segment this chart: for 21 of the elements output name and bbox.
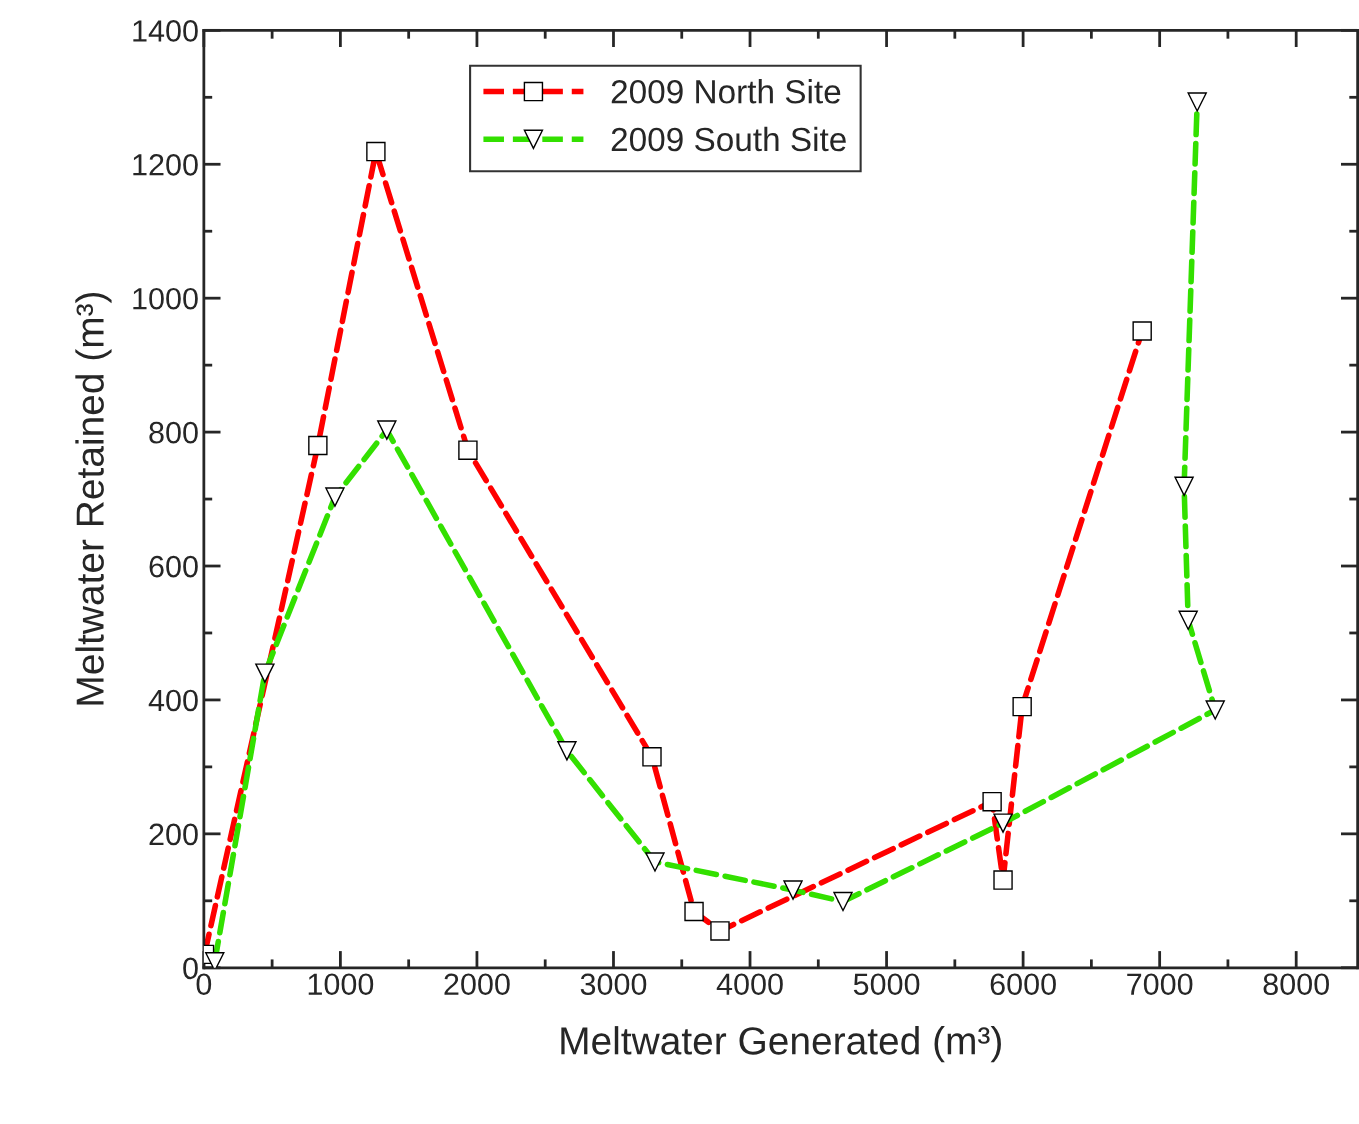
y-tick-label: 200 [149, 823, 198, 846]
y-tick-label: 800 [149, 421, 198, 444]
y-axis-title: Meltwater Retained (m³) [75, 292, 112, 705]
y-tick-label: 1200 [133, 154, 198, 176]
x-tick-label: 8000 [1263, 973, 1329, 996]
y-tick-label: 600 [149, 555, 198, 578]
y-tick-label: 1000 [133, 287, 198, 310]
x-tick-label: 1000 [308, 973, 374, 996]
x-tick-label: 4000 [716, 973, 783, 996]
x-tick-label: 2000 [444, 973, 510, 996]
x-tick-label: 0 [196, 973, 212, 996]
x-tick-label: 6000 [990, 973, 1056, 996]
legend-label: 2009 South Site [611, 126, 846, 152]
y-tick-label: 0 [183, 957, 198, 980]
x-tick-label: 7000 [1127, 973, 1193, 996]
x-axis-title: Meltwater Generated (m³) [561, 1026, 1001, 1063]
x-tick-label: 5000 [853, 973, 920, 996]
y-tick-label: 1400 [133, 20, 198, 42]
legend-label: 2009 North Site [611, 79, 841, 104]
y-tick-label: 400 [148, 689, 198, 712]
x-tick-label: 3000 [580, 973, 647, 996]
